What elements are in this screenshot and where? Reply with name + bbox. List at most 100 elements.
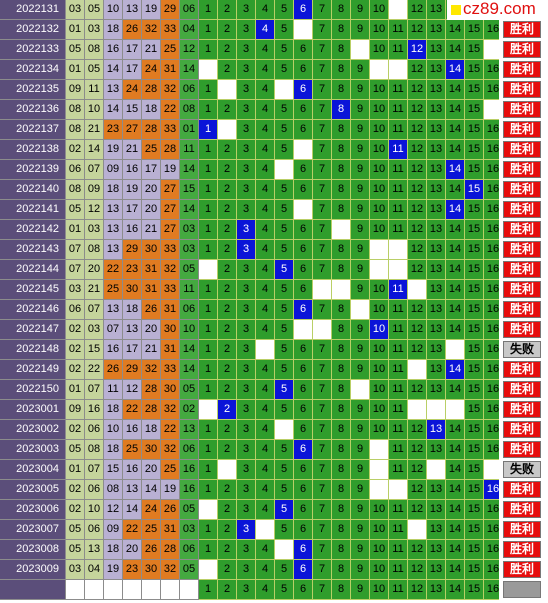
number-cell: 14 (446, 40, 465, 60)
table-row: 2022135 09 11 13 24 28 32 06 1 3 4 6 7 8 9 10 11 12 13 14 15… (0, 80, 548, 100)
number-cell: 3 (237, 20, 256, 40)
number-cell: 16 (484, 560, 503, 580)
number-cell: 13 (427, 140, 446, 160)
number-cell: 10 (370, 520, 389, 540)
number-cell: 13 (427, 0, 446, 20)
red-ball-cell: 15 (123, 100, 142, 120)
period-cell: 2022133 (0, 40, 66, 60)
number-cell: 3 (237, 60, 256, 80)
number-cell: 7 (313, 360, 332, 380)
number-cell: 14 (446, 260, 465, 280)
table-row: 2023003 05 08 18 25 30 32 06 1 2 3 4 5 6 7 8 9 11 12 13 14 15… (0, 440, 548, 460)
number-cell: 12 (408, 180, 427, 200)
period-cell: 2022143 (0, 240, 66, 260)
number-cell: 7 (313, 100, 332, 120)
win-badge: 胜利 (503, 381, 541, 398)
number-cell: 4 (256, 220, 275, 240)
number-cell: 4 (256, 140, 275, 160)
number-cell: 13 (427, 340, 446, 360)
blue-ball-cell: 13 (180, 420, 199, 440)
empty-number-cell (294, 200, 313, 220)
win-badge: 胜利 (503, 481, 541, 498)
number-cell: 8 (332, 340, 351, 360)
number-cell: 14 (446, 540, 465, 560)
win-badge: 胜利 (503, 161, 541, 178)
blue-ball-cell: 12 (180, 40, 199, 60)
empty-number-cell (427, 460, 446, 480)
number-cell: 1 (199, 40, 218, 60)
number-cell: 15 (465, 540, 484, 560)
empty-number-cell (199, 560, 218, 580)
number-cell: 11 (389, 440, 408, 460)
blue-ball-cell: 06 (180, 0, 199, 20)
red-ball-cell: 13 (123, 0, 142, 20)
red-ball-cell: 22 (85, 360, 104, 380)
red-ball-cell: 05 (66, 200, 85, 220)
number-cell: 4 (256, 80, 275, 100)
table-row: 2022146 06 07 13 18 26 31 06 1 2 3 4 5 6 7 8 10 11 12 13 14 1… (0, 300, 548, 320)
number-cell: 14 (446, 240, 465, 260)
blue-ball-cell: 06 (180, 300, 199, 320)
empty-number-cell (389, 0, 408, 20)
number-cell: 3 (237, 460, 256, 480)
number-cell: 7 (313, 200, 332, 220)
win-badge: 胜利 (503, 141, 541, 158)
red-ball-cell: 18 (104, 20, 123, 40)
red-ball-cell: 01 (66, 220, 85, 240)
red-ball-cell: 32 (142, 20, 161, 40)
empty-number-cell (389, 480, 408, 500)
number-cell: 9 (351, 100, 370, 120)
number-cell: 9 (351, 0, 370, 20)
number-cell: 2 (218, 480, 237, 500)
number-cell: 8 (332, 0, 351, 20)
number-cell: 14 (446, 280, 465, 300)
number-cell: 11 (389, 80, 408, 100)
red-ball-cell: 09 (85, 180, 104, 200)
number-cell: 4 (256, 240, 275, 260)
red-ball-cell: 26 (161, 500, 180, 520)
red-ball-cell: 19 (104, 560, 123, 580)
win-badge: 胜利 (503, 41, 541, 58)
number-cell: 3 (237, 200, 256, 220)
hit-number-cell: 13 (427, 420, 446, 440)
number-cell: 1 (199, 180, 218, 200)
number-cell: 2 (218, 520, 237, 540)
site-logo[interactable]: cz89.com (447, 0, 546, 20)
number-cell: 10 (370, 80, 389, 100)
red-ball-cell: 21 (142, 40, 161, 60)
number-cell: 1 (199, 300, 218, 320)
empty-number-cell (370, 440, 389, 460)
number-cell: 13 (427, 160, 446, 180)
empty-number-cell (446, 400, 465, 420)
logo-text: cz89.com (463, 0, 536, 18)
blue-ball-cell: 15 (180, 180, 199, 200)
number-cell: 1 (199, 460, 218, 480)
red-ball-cell: 03 (85, 220, 104, 240)
red-ball-cell: 16 (104, 340, 123, 360)
blue-ball-cell: 14 (180, 360, 199, 380)
number-cell: 7 (313, 220, 332, 240)
number-cell: 6 (294, 160, 313, 180)
number-cell: 12 (408, 460, 427, 480)
empty-number-cell (332, 220, 351, 240)
red-ball-cell: 03 (85, 20, 104, 40)
number-cell: 13 (427, 580, 446, 600)
number-cell: 9 (351, 120, 370, 140)
number-cell: 15 (465, 220, 484, 240)
red-ball-cell: 30 (161, 320, 180, 340)
number-cell: 15 (465, 120, 484, 140)
number-cell: 14 (446, 500, 465, 520)
red-ball-cell: 06 (85, 420, 104, 440)
red-ball-cell: 19 (123, 180, 142, 200)
number-cell: 1 (199, 240, 218, 260)
blue-ball-cell: 14 (180, 160, 199, 180)
logo-square-icon (451, 5, 461, 15)
number-cell: 2 (218, 560, 237, 580)
red-ball-cell: 13 (85, 540, 104, 560)
number-cell: 1 (199, 520, 218, 540)
red-ball-cell: 14 (85, 140, 104, 160)
number-cell: 10 (370, 0, 389, 20)
number-cell: 8 (332, 300, 351, 320)
number-cell: 3 (237, 120, 256, 140)
win-badge: 胜利 (503, 561, 541, 578)
